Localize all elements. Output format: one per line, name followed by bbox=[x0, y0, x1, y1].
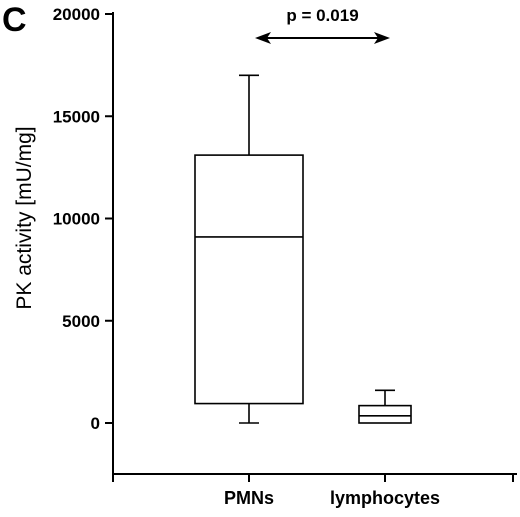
category-label: PMNs bbox=[224, 488, 274, 508]
box-lymphocytes bbox=[358, 389, 412, 424]
y-ticks: 0 5000 10000 15000 20000 bbox=[53, 5, 113, 433]
y-tick-label: 0 bbox=[91, 414, 100, 433]
p-value-label: p = 0.019 bbox=[286, 6, 358, 25]
panel-letter: C bbox=[2, 1, 27, 39]
arrow-head-right bbox=[374, 32, 390, 44]
y-tick-label: 15000 bbox=[53, 107, 100, 126]
axes bbox=[112, 12, 517, 482]
y-axis-title: PK activity [mU/mg] bbox=[13, 126, 36, 309]
box-iqr bbox=[358, 404, 412, 424]
arrow-head-left bbox=[255, 32, 271, 44]
box-pmns bbox=[194, 74, 304, 424]
y-tick-label: 20000 bbox=[53, 5, 100, 24]
y-tick-label: 10000 bbox=[53, 210, 100, 229]
significance-annotation: p = 0.019 bbox=[255, 6, 390, 44]
category-label: lymphocytes bbox=[330, 488, 440, 508]
category-labels: PMNs lymphocytes bbox=[224, 488, 440, 508]
box-iqr bbox=[194, 154, 304, 405]
boxes bbox=[194, 74, 412, 424]
y-tick-label: 5000 bbox=[62, 312, 100, 331]
